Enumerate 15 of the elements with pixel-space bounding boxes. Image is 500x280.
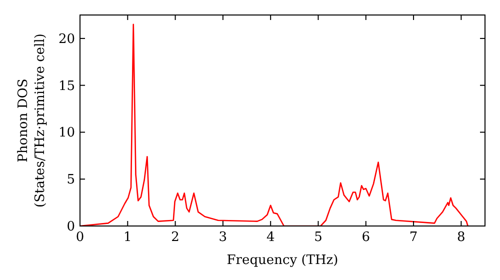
y-tick-label: 15	[58, 78, 75, 94]
x-tick-label: 3	[218, 230, 228, 245]
x-tick-label: 4	[266, 230, 275, 245]
y-tick-label: 20	[58, 32, 75, 47]
x-tick-label: 1	[124, 230, 132, 245]
y-tick-label: 5	[66, 172, 75, 188]
x-tick-label: 6	[362, 230, 370, 245]
y-axis-title: Phonon DOS (States/THz·primitive cell)	[16, 33, 48, 208]
x-tick-label: 5	[314, 230, 322, 245]
x-tick-label: 8	[457, 230, 466, 245]
y-tick-label: 0	[66, 220, 75, 234]
x-axis-title: Frequency (THz)	[226, 253, 338, 268]
x-tick-label: 7	[409, 230, 418, 245]
y-tick-label: 10	[58, 126, 75, 141]
x-tick-label: 2	[171, 230, 180, 245]
